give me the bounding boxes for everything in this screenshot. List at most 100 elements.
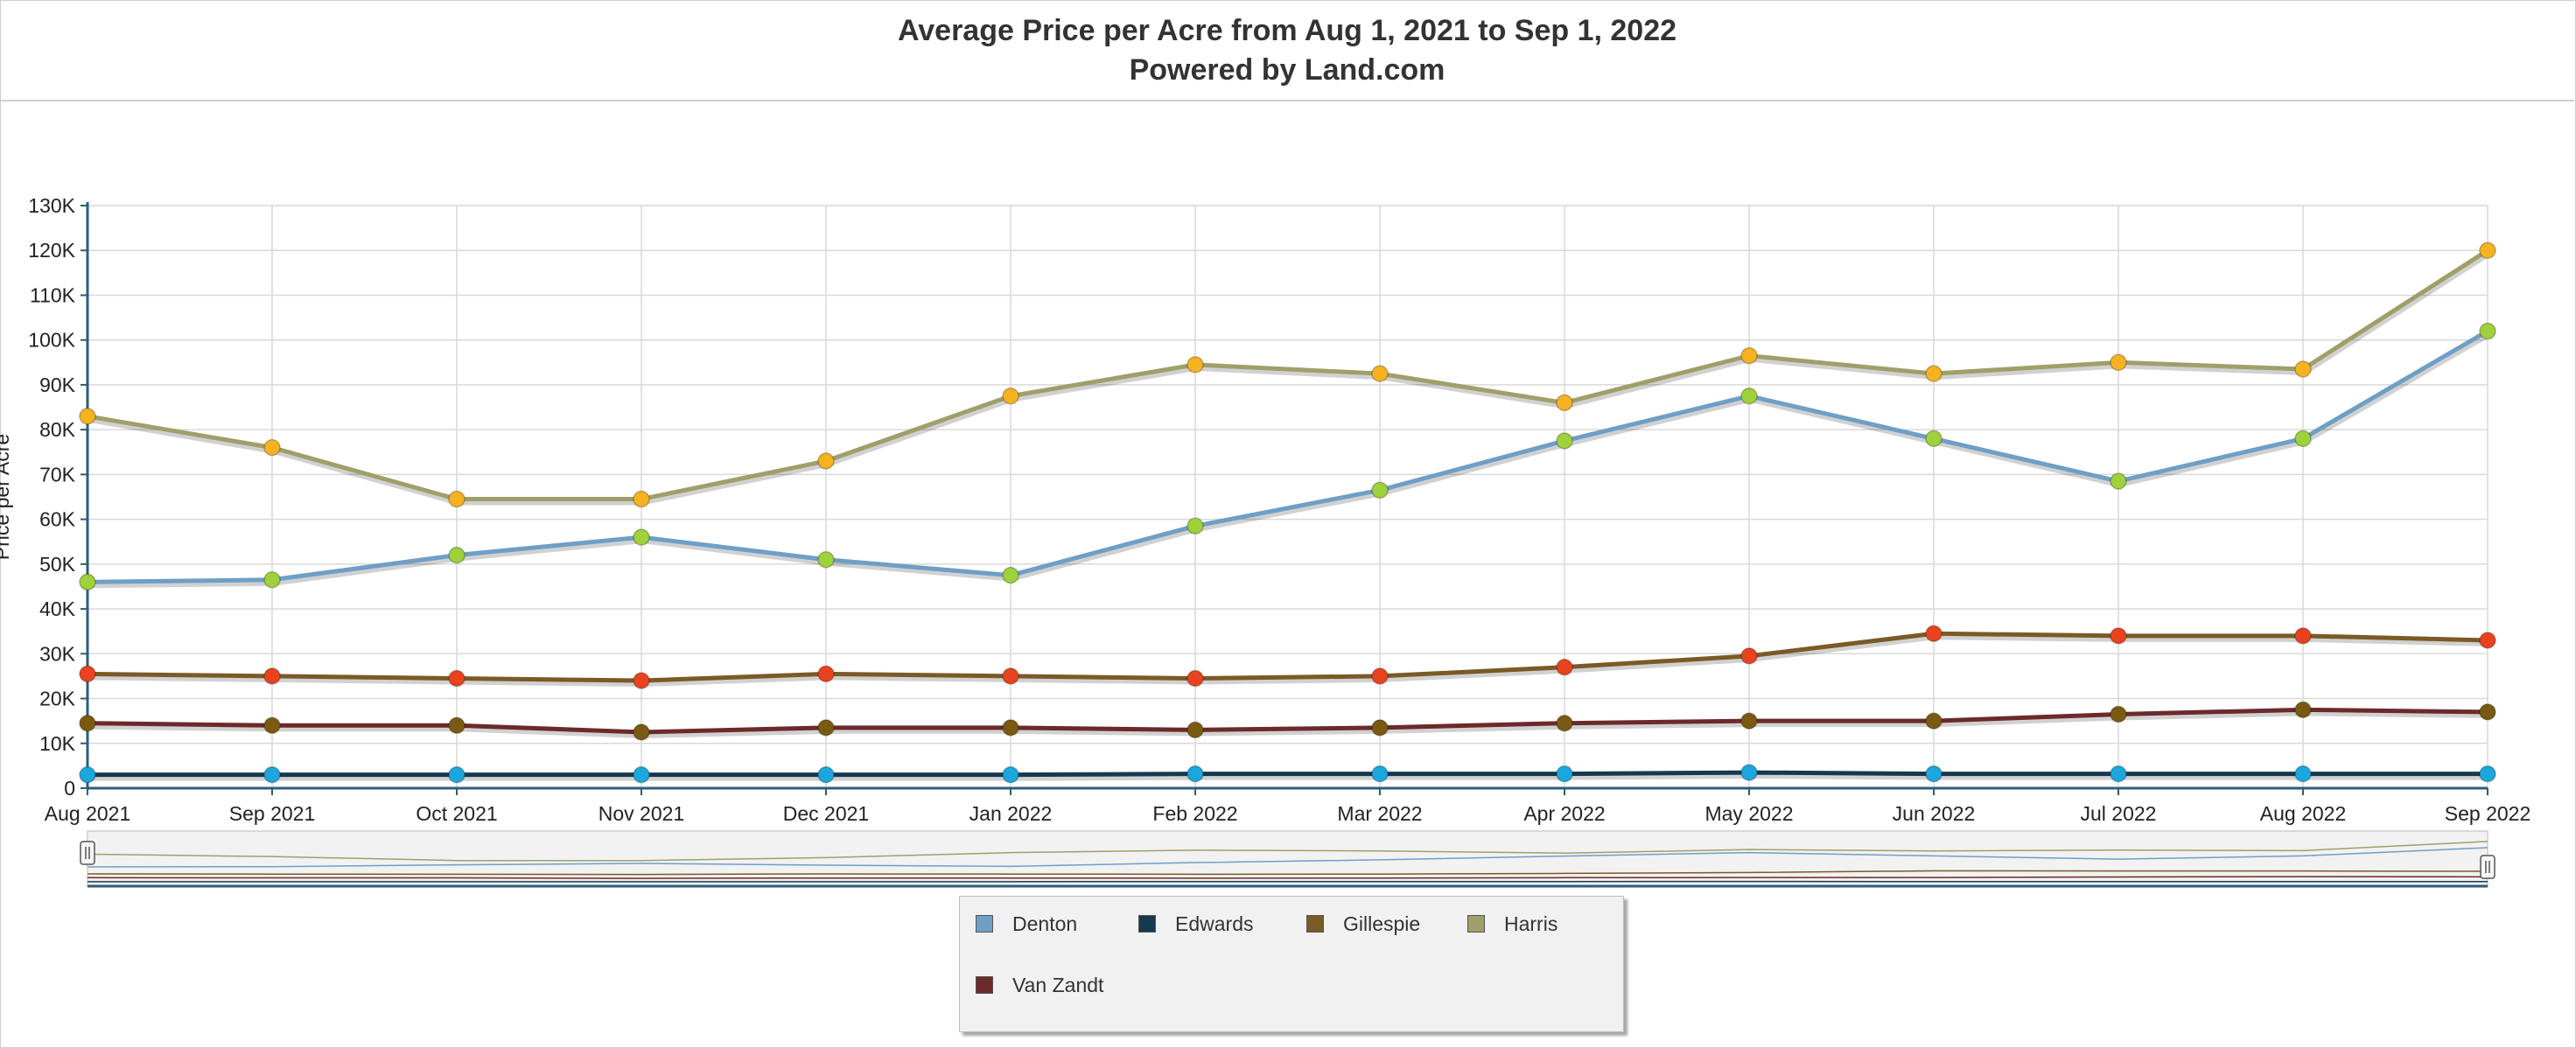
data-point-van-zandt[interactable] (1556, 714, 1573, 732)
data-point-denton[interactable] (817, 550, 835, 569)
y-tick-label: 30K (39, 642, 76, 665)
data-point-denton[interactable] (448, 546, 466, 564)
y-tick-label: 10K (39, 732, 76, 755)
data-point-edwards[interactable] (448, 765, 466, 784)
data-point-gillespie[interactable] (1740, 647, 1758, 665)
data-point-edwards[interactable] (2479, 765, 2496, 783)
data-point-edwards[interactable] (2294, 765, 2312, 783)
data-point-denton[interactable] (263, 571, 281, 589)
data-point-van-zandt[interactable] (633, 723, 650, 741)
data-point-edwards[interactable] (2110, 765, 2127, 783)
data-point-denton[interactable] (1925, 430, 1942, 448)
data-point-denton[interactable] (1556, 432, 1573, 450)
data-point-denton[interactable] (1371, 481, 1389, 500)
data-point-gillespie[interactable] (1925, 625, 1942, 643)
legend-item-edwards[interactable]: Edwards (1138, 911, 1253, 937)
series-line-van-zandt (87, 707, 2488, 735)
data-point-harris[interactable] (2294, 360, 2312, 378)
data-point-van-zandt[interactable] (2479, 703, 2496, 721)
x-tick-label: Sep 2022 (2445, 802, 2530, 825)
data-point-van-zandt[interactable] (1925, 712, 1942, 730)
legend-item-denton[interactable]: Denton (976, 911, 1077, 937)
data-point-harris[interactable] (817, 452, 835, 470)
data-point-denton[interactable] (1186, 517, 1204, 535)
chart-header: Average Price per Acre from Aug 1, 2021 … (0, 0, 2574, 101)
plot-background (88, 206, 2488, 788)
data-point-edwards[interactable] (1371, 765, 1389, 783)
data-point-gillespie[interactable] (2110, 627, 2127, 645)
plot-area (88, 206, 2488, 788)
data-point-harris[interactable] (1371, 365, 1389, 382)
data-point-denton[interactable] (2294, 430, 2312, 448)
data-point-harris[interactable] (448, 490, 466, 508)
data-point-van-zandt[interactable] (1002, 719, 1019, 737)
x-tick-label: Aug 2021 (45, 802, 130, 825)
data-point-van-zandt[interactable] (79, 714, 96, 732)
data-point-edwards[interactable] (633, 765, 650, 784)
data-point-van-zandt[interactable] (1186, 721, 1204, 739)
data-point-denton[interactable] (2479, 322, 2496, 340)
chart-subtitle: Powered by Land.com (1129, 53, 1446, 87)
data-point-harris[interactable] (1186, 356, 1204, 374)
range-navigator[interactable] (80, 830, 2496, 888)
data-point-van-zandt[interactable] (263, 716, 281, 735)
data-point-van-zandt[interactable] (2110, 705, 2127, 723)
data-point-van-zandt[interactable] (817, 719, 835, 737)
data-point-edwards[interactable] (817, 765, 835, 784)
chart-title: Average Price per Acre from Aug 1, 2021 … (897, 14, 1677, 47)
legend-item-gillespie[interactable]: Gillespie (1306, 911, 1420, 937)
navigator-left-handle[interactable] (80, 841, 95, 865)
data-point-edwards[interactable] (1002, 765, 1019, 784)
data-point-gillespie[interactable] (263, 667, 281, 685)
x-axis-tick-labels: Aug 2021 Sep 2021 Oct 2021 Nov 2021 Dec 2021… (45, 802, 2530, 825)
data-point-gillespie[interactable] (1002, 667, 1019, 685)
legend-swatch (1467, 915, 1485, 933)
data-point-gillespie[interactable] (1371, 667, 1389, 685)
x-tick-label: Aug 2022 (2260, 802, 2346, 825)
navigator-right-handle[interactable] (2480, 855, 2496, 879)
x-tick-label: Dec 2021 (783, 802, 869, 825)
x-tick-label: Jan 2022 (970, 802, 1053, 825)
data-point-edwards[interactable] (1925, 765, 1942, 783)
data-point-edwards[interactable] (263, 765, 281, 784)
data-point-gillespie[interactable] (1556, 658, 1573, 676)
data-point-van-zandt[interactable] (448, 716, 466, 735)
data-point-harris[interactable] (263, 438, 281, 457)
handle-body[interactable] (80, 841, 95, 865)
data-point-gillespie[interactable] (633, 672, 650, 689)
data-point-harris[interactable] (1740, 346, 1758, 365)
data-point-edwards[interactable] (1740, 764, 1758, 781)
data-point-denton[interactable] (1002, 566, 1019, 584)
y-tick-label: 20K (39, 688, 76, 710)
series-line-harris (87, 248, 2489, 502)
data-point-gillespie[interactable] (79, 665, 96, 683)
legend-item-harris[interactable]: Harris (1467, 911, 1558, 937)
y-tick-label: 50K (39, 553, 76, 576)
handle-body[interactable] (2480, 855, 2496, 879)
data-point-edwards[interactable] (79, 765, 96, 784)
data-point-denton[interactable] (1740, 387, 1758, 405)
data-point-edwards[interactable] (1186, 765, 1204, 783)
legend-item-van-zandt[interactable]: Van Zandt (976, 972, 1103, 998)
data-point-harris[interactable] (2479, 241, 2496, 259)
data-point-edwards[interactable] (1556, 765, 1573, 783)
data-point-harris[interactable] (633, 490, 650, 508)
data-point-gillespie[interactable] (1186, 669, 1204, 688)
data-point-van-zandt[interactable] (2294, 701, 2312, 719)
data-point-gillespie[interactable] (2294, 627, 2312, 645)
data-point-harris[interactable] (1002, 387, 1019, 405)
data-point-van-zandt[interactable] (1371, 719, 1389, 737)
data-point-harris[interactable] (79, 408, 96, 425)
data-point-denton[interactable] (2110, 472, 2127, 490)
data-point-harris[interactable] (1556, 394, 1573, 412)
data-point-gillespie[interactable] (817, 665, 835, 683)
data-point-harris[interactable] (2110, 353, 2127, 372)
data-point-harris[interactable] (1925, 365, 1942, 382)
data-point-gillespie[interactable] (448, 669, 466, 688)
data-point-denton[interactable] (79, 573, 96, 591)
data-point-van-zandt[interactable] (1740, 712, 1758, 730)
data-point-gillespie[interactable] (2479, 632, 2496, 649)
y-axis-tick-labels: 0 10K 20K 30K 40K 50K 60K 70K 80K 90K 100K 110K 120K… (28, 194, 75, 800)
data-point-denton[interactable] (633, 528, 650, 546)
